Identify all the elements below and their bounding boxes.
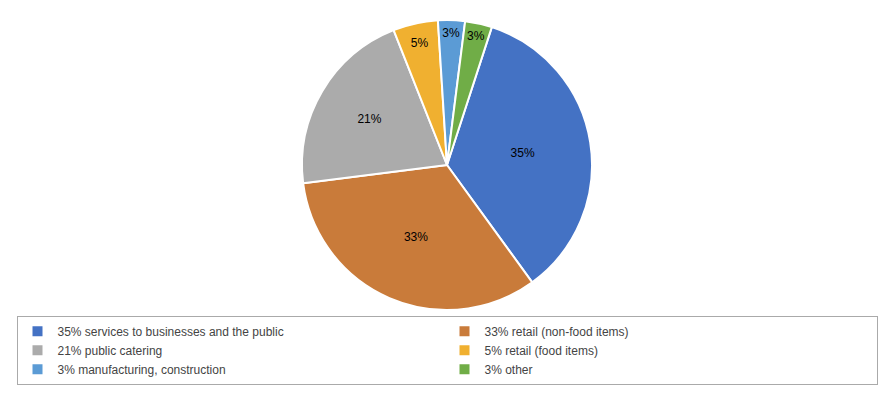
svg-text:5%: 5% bbox=[411, 36, 429, 50]
svg-text:3% other: 3% other bbox=[485, 363, 533, 377]
svg-text:3% manufacturing, construction: 3% manufacturing, construction bbox=[58, 363, 226, 377]
svg-text:3%: 3% bbox=[442, 26, 460, 40]
svg-text:35%: 35% bbox=[511, 146, 535, 160]
svg-text:33% retail (non-food items): 33% retail (non-food items) bbox=[485, 325, 629, 339]
svg-text:21% public catering: 21% public catering bbox=[58, 344, 163, 358]
svg-text:5% retail (food items): 5% retail (food items) bbox=[485, 344, 598, 358]
svg-text:21%: 21% bbox=[357, 112, 381, 126]
svg-text:35% services to businesses and: 35% services to businesses and the publi… bbox=[58, 325, 284, 339]
svg-text:3%: 3% bbox=[467, 29, 485, 43]
svg-text:33%: 33% bbox=[404, 230, 428, 244]
